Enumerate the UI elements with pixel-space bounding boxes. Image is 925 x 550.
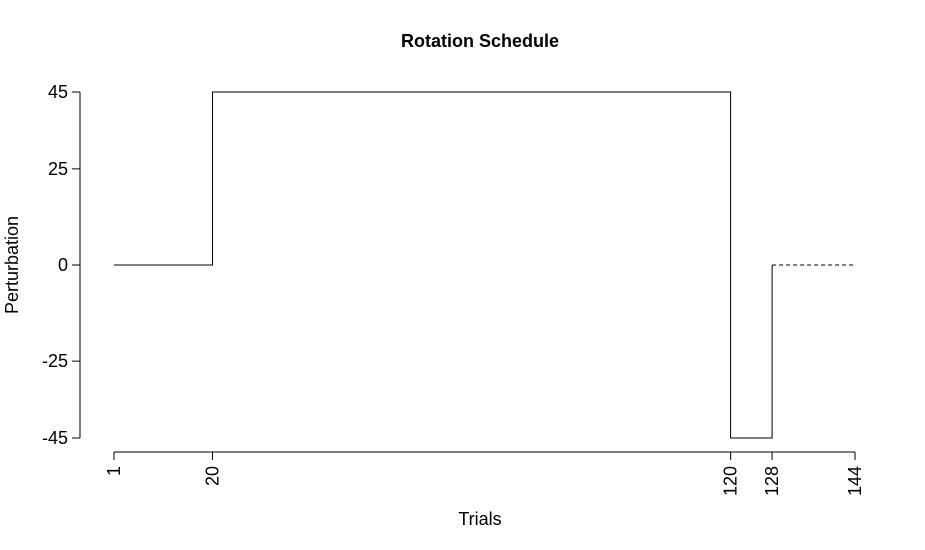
x-tick-label: 128 bbox=[762, 466, 782, 496]
x-tick-label: 20 bbox=[202, 466, 222, 486]
y-tick-label: 25 bbox=[48, 159, 68, 179]
x-tick-label: 144 bbox=[845, 466, 865, 496]
y-tick-label: 45 bbox=[48, 82, 68, 102]
y-tick-label: -45 bbox=[42, 428, 68, 448]
chart-title: Rotation Schedule bbox=[401, 31, 559, 51]
x-axis-label: Trials bbox=[458, 509, 501, 529]
y-tick-label: -25 bbox=[42, 351, 68, 371]
series-layer bbox=[114, 91, 855, 439]
x-tick-label: 1 bbox=[104, 466, 124, 476]
series-line-solid bbox=[114, 91, 773, 439]
y-axis-label: Perturbation bbox=[2, 216, 22, 314]
x-tick-label: 120 bbox=[721, 466, 741, 496]
y-tick-label: 0 bbox=[58, 255, 68, 275]
